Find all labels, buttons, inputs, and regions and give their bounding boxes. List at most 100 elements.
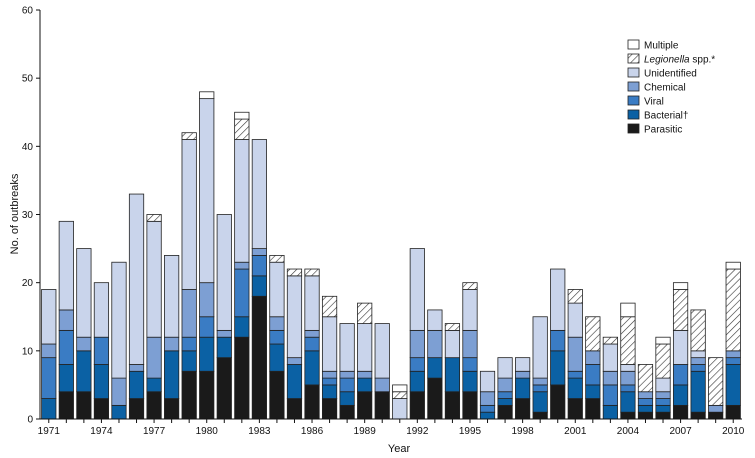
bar-segment-1994-bacterial xyxy=(444,357,461,393)
bar-segment-2003-bacterial xyxy=(602,404,618,420)
bar-segment-1984-bacterial xyxy=(269,343,285,372)
x-tick-label: 2001 xyxy=(564,426,587,437)
bar-segment-1984-viral xyxy=(269,329,285,345)
bar-segment-1973-bacterial xyxy=(76,350,92,393)
bar-segment-2009-parasitic xyxy=(708,411,724,420)
bar-segment-1972-parasitic xyxy=(58,391,74,420)
bar-segment-2002-bacterial xyxy=(585,384,601,399)
bar-segment-1994-legionellaspp xyxy=(444,323,461,331)
bar-segment-1974-viral xyxy=(93,336,110,365)
bar-segment-2010-parasitic xyxy=(725,404,741,420)
bar-segment-1995-unidentified xyxy=(462,289,478,331)
bar-segment-1979-parasitic xyxy=(181,370,197,420)
bar-segment-2007-parasitic xyxy=(672,404,689,420)
bar-segment-1994-parasitic xyxy=(444,391,461,420)
bar-segment-1992-bacterial xyxy=(409,370,425,393)
bar-segment-1979-unidentified xyxy=(181,139,197,290)
bar-segment-1974-parasitic xyxy=(93,398,110,420)
x-tick-label: 1995 xyxy=(459,426,482,437)
bar-segment-1986-chemical xyxy=(304,329,320,338)
x-tick-label: 2007 xyxy=(669,426,692,437)
bar-segment-2007-bacterial xyxy=(672,384,689,406)
bar-segment-1998-parasitic xyxy=(515,398,531,420)
bar-segment-2008-bacterial xyxy=(690,370,706,413)
x-tick-label: 1977 xyxy=(143,426,166,437)
bar-segment-2006-unidentified xyxy=(655,377,671,393)
bar-segment-1983-unidentified xyxy=(251,139,267,249)
bar-segment-1996-chemical xyxy=(479,391,496,406)
bar-segment-1991-unidentified xyxy=(392,398,408,420)
bar-segment-2009-legionellaspp xyxy=(708,357,724,406)
bar-segment-2004-parasitic xyxy=(620,411,636,420)
bar-segment-1995-viral xyxy=(462,357,478,372)
bars-group xyxy=(41,91,741,420)
bar-segment-1974-unidentified xyxy=(93,282,110,338)
legend-label-bacterial: Bacterial† xyxy=(644,111,688,122)
bar-segment-2003-viral xyxy=(602,384,618,406)
x-tick-label: 2010 xyxy=(722,426,745,437)
bar-segment-1977-legionellaspp xyxy=(146,214,162,222)
bar-segment-1981-unidentified xyxy=(216,214,232,331)
bar-segment-1979-viral xyxy=(181,336,197,352)
bar-segment-1980-parasitic xyxy=(199,370,215,420)
bar-segment-1981-chemical xyxy=(216,329,232,338)
bar-segment-2005-legionellaspp xyxy=(637,364,654,393)
bar-segment-1992-unidentified xyxy=(409,248,425,331)
bar-segment-1986-bacterial xyxy=(304,350,320,386)
bar-segment-2007-viral xyxy=(672,364,689,386)
bar-segment-1972-bacterial xyxy=(58,364,74,393)
legend-swatch-viral xyxy=(627,95,640,106)
bar-segment-1981-bacterial xyxy=(216,336,232,359)
bar-segment-1986-unidentified xyxy=(304,275,320,331)
bar-segment-1999-viral xyxy=(532,384,548,393)
bar-segment-1989-legionellaspp xyxy=(357,302,373,324)
bar-segment-1972-viral xyxy=(58,329,74,365)
bar-segment-2002-viral xyxy=(585,364,601,386)
legend-label-unidentified: Unidentified xyxy=(644,69,697,80)
bar-segment-2010-chemical xyxy=(725,350,741,359)
bar-segment-1988-chemical xyxy=(339,370,355,379)
y-tick-label: 10 xyxy=(22,346,34,357)
bar-segment-1997-parasitic xyxy=(497,404,513,420)
bar-segment-1998-unidentified xyxy=(515,357,531,372)
bar-segment-2006-multiple xyxy=(655,336,671,345)
bar-segment-1971-viral xyxy=(41,357,57,399)
bar-segment-1999-unidentified xyxy=(532,316,548,379)
bar-segment-2004-viral xyxy=(620,384,636,393)
bar-segment-1996-bacterial xyxy=(479,411,496,420)
bar-segment-1973-unidentified xyxy=(76,248,92,338)
bar-segment-1999-parasitic xyxy=(532,411,548,420)
bar-segment-2010-multiple xyxy=(725,261,741,270)
bar-segment-2001-chemical xyxy=(567,336,583,372)
bar-segment-1980-bacterial xyxy=(199,336,215,372)
bar-segment-1989-parasitic xyxy=(357,391,373,420)
bar-segment-1975-bacterial xyxy=(111,404,127,420)
bar-segment-2007-legionellaspp xyxy=(672,289,689,331)
y-axis-title: No. of outbreaks xyxy=(9,173,21,254)
bar-segment-2006-legionellaspp xyxy=(655,343,671,379)
bar-segment-1982-viral xyxy=(234,268,250,318)
x-tick-label: 1992 xyxy=(406,426,429,437)
bar-segment-1999-chemical xyxy=(532,377,548,386)
bar-segment-2006-chemical xyxy=(655,391,671,399)
bar-segment-1990-parasitic xyxy=(374,391,390,420)
bar-segment-1987-legionellaspp xyxy=(321,295,338,318)
bar-segment-1996-unidentified xyxy=(479,370,496,393)
bar-segment-1991-multiple xyxy=(392,384,408,393)
bar-segment-1997-chemical xyxy=(497,377,513,393)
bar-segment-1973-chemical xyxy=(76,336,92,352)
bar-segment-2001-unidentified xyxy=(567,302,583,338)
bar-segment-1983-viral xyxy=(251,254,267,277)
bar-segment-1982-bacterial xyxy=(234,316,250,338)
bar-segment-1989-bacterial xyxy=(357,377,373,393)
bar-segment-1978-chemical xyxy=(164,336,180,352)
legend-swatch-chemical xyxy=(627,81,640,92)
bar-segment-1972-unidentified xyxy=(58,220,74,311)
bar-segment-1987-bacterial xyxy=(321,384,338,399)
legend-swatch-multiple xyxy=(627,39,640,50)
bar-segment-1997-viral xyxy=(497,391,513,399)
bar-segment-1980-chemical xyxy=(199,282,215,318)
bar-segment-1989-unidentified xyxy=(357,323,373,372)
bar-segment-2010-legionellaspp xyxy=(725,268,741,352)
bar-segment-2007-unidentified xyxy=(672,329,689,365)
